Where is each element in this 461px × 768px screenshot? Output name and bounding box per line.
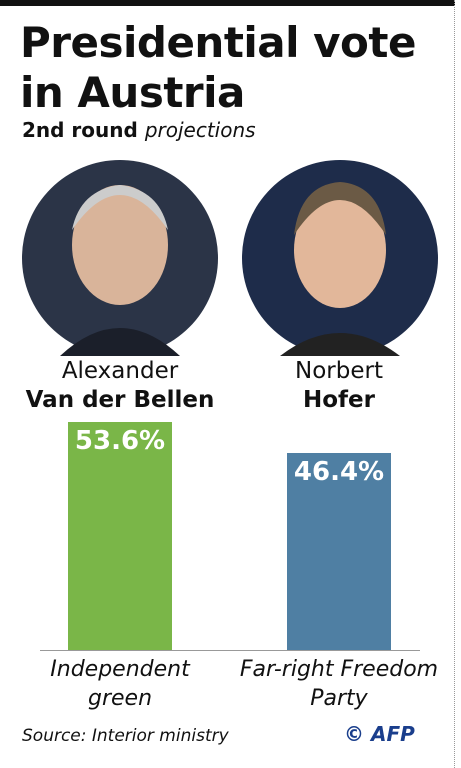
category-label: Van der Bellen	[25, 387, 215, 413]
subtitle-emphasis: projections	[144, 118, 256, 142]
top-bar	[0, 0, 455, 6]
party-label: Far-right Freedom Party	[239, 657, 439, 711]
edge	[454, 0, 455, 768]
subtitle: 2nd round projections	[22, 118, 256, 142]
value-label: 46.4%	[293, 456, 385, 487]
candidate-name: Alexander Van der Bellen	[10, 357, 230, 415]
first-name: Norbert	[295, 358, 383, 384]
bar: 46.4%	[287, 452, 391, 650]
value-label: 53.6%	[74, 425, 166, 456]
baseline	[40, 650, 420, 651]
category-label: Hofer	[303, 387, 375, 413]
portraits	[22, 160, 438, 356]
party-label: Independent green	[50, 657, 190, 711]
subtitle-text: 2nd round	[22, 118, 138, 142]
credit: © AFP	[344, 722, 415, 746]
bar: 53.6%	[68, 421, 172, 650]
portrait	[22, 160, 218, 356]
first-name: Alexander	[61, 358, 179, 384]
portrait	[242, 160, 438, 356]
candidate-name: Norbert Hofer	[229, 357, 449, 415]
source: Source: Interior ministry	[22, 726, 229, 746]
chart-title: Presidential vote in Austria	[20, 18, 416, 117]
